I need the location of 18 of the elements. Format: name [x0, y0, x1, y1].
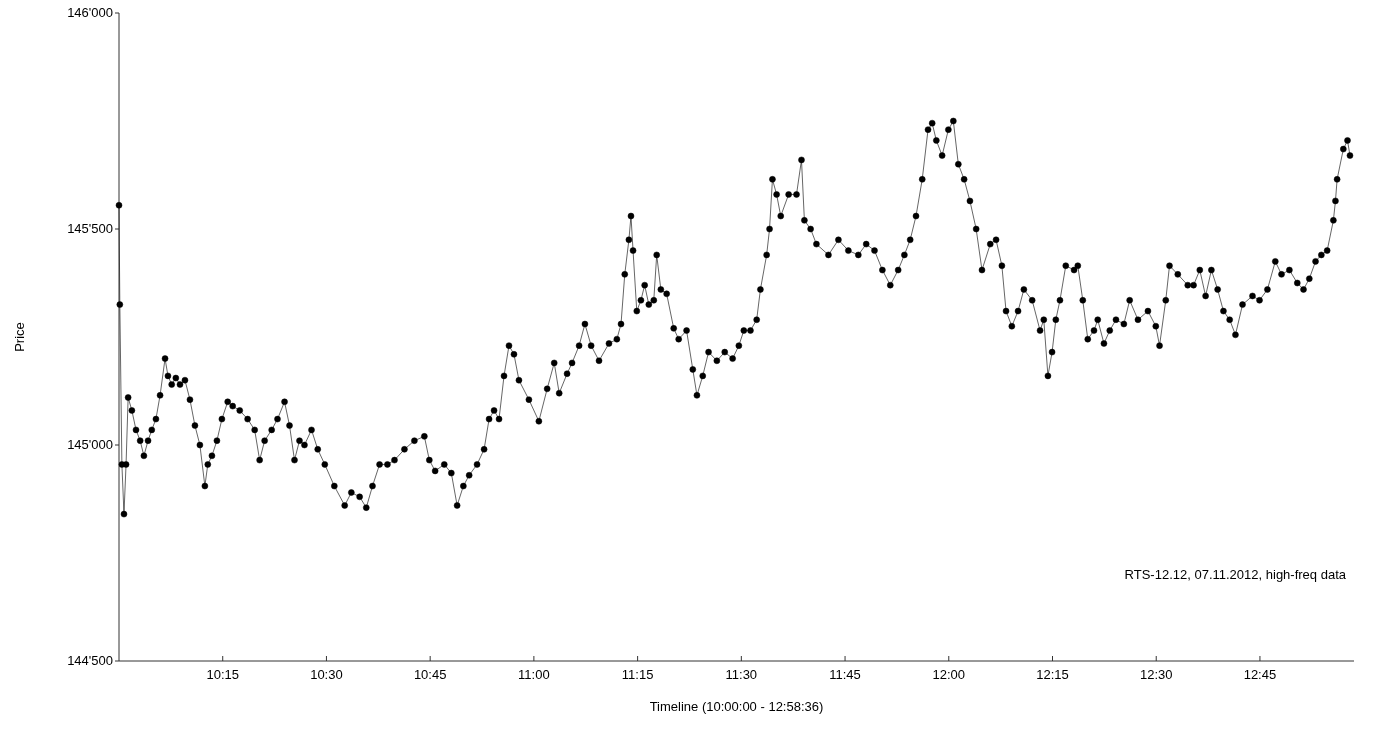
x-tick-label: 11:15: [621, 667, 654, 682]
x-tick-label: 10:15: [206, 667, 239, 682]
x-tick-label: 11:45: [829, 667, 861, 682]
y-tick-label: 145'500: [67, 221, 113, 236]
x-tick-label: 12:00: [932, 667, 966, 682]
x-tick-label: 12:30: [1139, 667, 1173, 682]
y-axis-title: Price: [12, 322, 27, 352]
y-tick-label: 144'500: [67, 653, 113, 668]
x-tick-label: 10:45: [413, 667, 447, 682]
annotation: RTS-12.12, 07.11.2012, high-freq data: [1124, 567, 1347, 582]
x-tick-label: 12:15: [1036, 667, 1069, 682]
x-tick-label: 10:30: [310, 667, 343, 682]
y-tick-label: 146'000: [67, 5, 113, 20]
x-tick-label: 11:00: [518, 667, 550, 682]
x-tick-label: 12:45: [1243, 667, 1277, 682]
y-tick-label: 145'000: [67, 437, 113, 452]
x-tick-label: 11:30: [725, 667, 758, 682]
x-axis-title: Timeline (10:00:00 - 12:58:36): [649, 699, 824, 714]
